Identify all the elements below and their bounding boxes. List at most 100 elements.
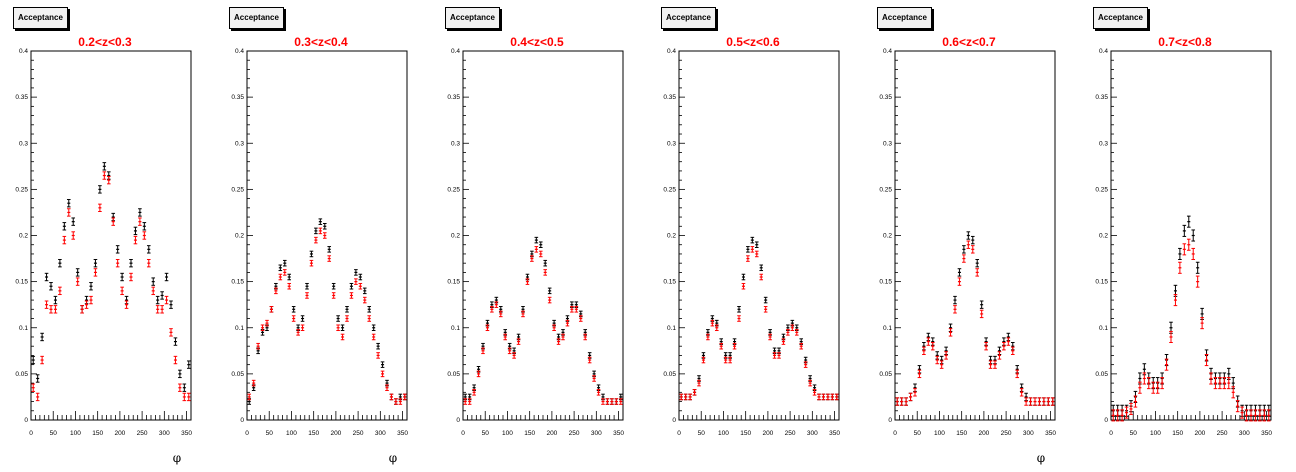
data-point xyxy=(142,231,147,240)
x-tick-label: 300 xyxy=(807,430,818,437)
data-point xyxy=(1169,330,1173,344)
x-tick-label: 150 xyxy=(740,430,751,437)
data-point xyxy=(507,347,512,355)
data-point xyxy=(102,171,107,180)
data-point xyxy=(327,246,332,253)
x-axis-label: φ xyxy=(1037,451,1045,465)
data-point xyxy=(592,375,596,382)
y-tick-label: 0.4 xyxy=(235,48,244,55)
data-point xyxy=(618,398,623,405)
y-tick-label: 0.15 xyxy=(663,279,676,286)
data-point xyxy=(1015,369,1020,379)
x-tick-label: 250 xyxy=(353,430,364,437)
chart-title: 0.7<z<0.8 xyxy=(1158,35,1212,49)
data-point xyxy=(570,306,574,313)
data-point xyxy=(75,277,80,286)
data-point xyxy=(138,208,142,217)
y-tick-label: 0 xyxy=(672,417,676,424)
data-point xyxy=(186,360,191,369)
y-tick-label: 0.2 xyxy=(667,233,676,240)
y-tick-label: 0.3 xyxy=(19,140,28,147)
data-point xyxy=(256,342,260,350)
y-tick-label: 0.35 xyxy=(663,94,676,101)
data-point xyxy=(750,246,755,253)
data-point xyxy=(794,329,799,336)
x-tick-label: 200 xyxy=(546,430,557,437)
data-point xyxy=(44,272,49,282)
data-point xyxy=(367,315,372,322)
data-point xyxy=(71,217,76,226)
data-point xyxy=(354,278,358,285)
data-point xyxy=(728,356,732,364)
x-tick-label: 50 xyxy=(266,430,274,437)
data-point xyxy=(1222,377,1227,390)
data-point xyxy=(1182,224,1187,237)
data-point xyxy=(291,306,296,313)
x-tick-label: 50 xyxy=(1130,430,1138,437)
y-tick-label: 0.25 xyxy=(1095,186,1108,193)
x-tick-label: 350 xyxy=(1045,430,1056,437)
data-point xyxy=(1178,247,1182,260)
data-point xyxy=(318,218,323,225)
data-point xyxy=(309,250,314,258)
data-point xyxy=(926,337,931,346)
data-point xyxy=(1028,397,1033,406)
data-point xyxy=(371,333,376,341)
y-tick-label: 0.05 xyxy=(879,371,892,378)
data-point xyxy=(35,392,40,402)
data-point xyxy=(706,333,710,341)
chart-svg: 0 0.05 0.1 0.15 0.2 0.25 0.3 0.35 0.4 0 50 100 150 20… xyxy=(15,48,192,465)
data-point xyxy=(354,269,358,276)
data-point xyxy=(287,273,292,281)
data-point xyxy=(719,342,724,350)
series-red xyxy=(679,246,839,401)
chart-panel-1: Acceptance 0.2<z<0.3 0 0.05 0.1 0.15 0.2 0.25 0.… xyxy=(0,0,216,472)
data-point xyxy=(503,333,508,341)
data-point xyxy=(84,300,89,309)
x-tick-label: 250 xyxy=(785,430,796,437)
x-tick-label: 300 xyxy=(375,430,386,437)
y-tick-label: 0.2 xyxy=(883,233,892,240)
x-tick-label: 200 xyxy=(330,430,341,437)
data-point xyxy=(186,392,191,402)
data-point xyxy=(1186,238,1191,251)
x-tick-label: 350 xyxy=(1261,430,1272,437)
data-point xyxy=(1178,261,1182,274)
data-point xyxy=(1024,397,1028,406)
x-tick-label: 50 xyxy=(698,430,706,437)
data-point xyxy=(979,309,984,319)
data-point xyxy=(89,295,93,305)
x-tick-label: 150 xyxy=(1172,430,1183,437)
chart-svg: 0 0.05 0.1 0.15 0.2 0.25 0.3 0.35 0.4 0 50 100 150 20… xyxy=(231,48,408,465)
data-point xyxy=(962,245,966,254)
data-point xyxy=(349,292,354,299)
x-tick-label: 100 xyxy=(286,430,297,437)
data-point xyxy=(763,296,768,304)
data-point xyxy=(741,282,746,290)
data-point xyxy=(688,393,692,401)
data-point xyxy=(129,258,133,268)
data-point xyxy=(1138,372,1142,385)
data-point xyxy=(1124,406,1129,419)
data-point xyxy=(178,383,182,392)
x-tick-label: 50 xyxy=(50,430,58,437)
data-point xyxy=(1195,275,1200,288)
data-point xyxy=(1133,395,1138,408)
data-point xyxy=(327,255,332,262)
data-point xyxy=(331,292,336,299)
data-point xyxy=(120,286,124,296)
data-point xyxy=(380,370,385,378)
x-tick-label: 200 xyxy=(762,430,773,437)
data-point xyxy=(935,355,940,365)
data-point xyxy=(614,398,619,405)
y-tick-label: 0.05 xyxy=(1095,371,1108,378)
data-point xyxy=(741,273,746,281)
panel-label: Acceptance xyxy=(445,7,500,29)
data-point xyxy=(732,342,737,350)
data-point xyxy=(556,338,561,345)
data-point xyxy=(124,300,129,309)
data-point xyxy=(182,383,187,392)
data-point xyxy=(790,324,795,332)
data-point xyxy=(278,273,283,281)
y-tick-label: 0 xyxy=(1104,417,1108,424)
